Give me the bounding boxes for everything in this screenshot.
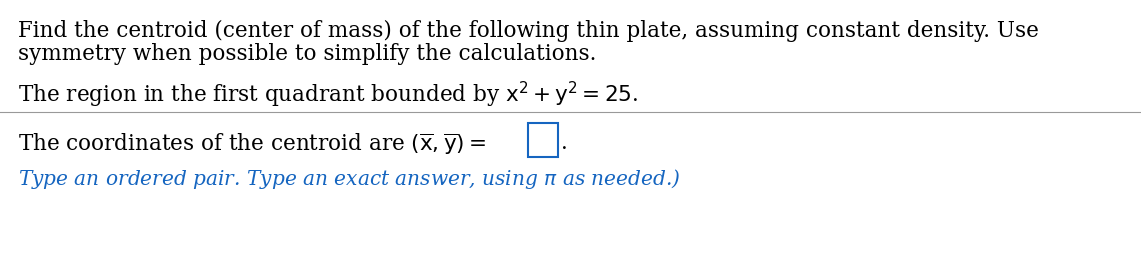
Bar bbox=[528, 123, 558, 157]
Text: symmetry when possible to simplify the calculations.: symmetry when possible to simplify the c… bbox=[18, 43, 597, 65]
Text: .: . bbox=[561, 132, 568, 154]
Text: The coordinates of the centroid are $(\overline{\mathrm{x}},\overline{\mathrm{y}: The coordinates of the centroid are $(\o… bbox=[18, 132, 486, 157]
Text: The region in the first quadrant bounded by $\mathrm{x}^2+\mathrm{y}^2=25$.: The region in the first quadrant bounded… bbox=[18, 80, 638, 110]
Text: Type an ordered pair. Type an exact answer, using $\pi$ as needed.): Type an ordered pair. Type an exact answ… bbox=[18, 167, 681, 191]
Text: Find the centroid (center of mass) of the following thin plate, assuming constan: Find the centroid (center of mass) of th… bbox=[18, 20, 1038, 42]
